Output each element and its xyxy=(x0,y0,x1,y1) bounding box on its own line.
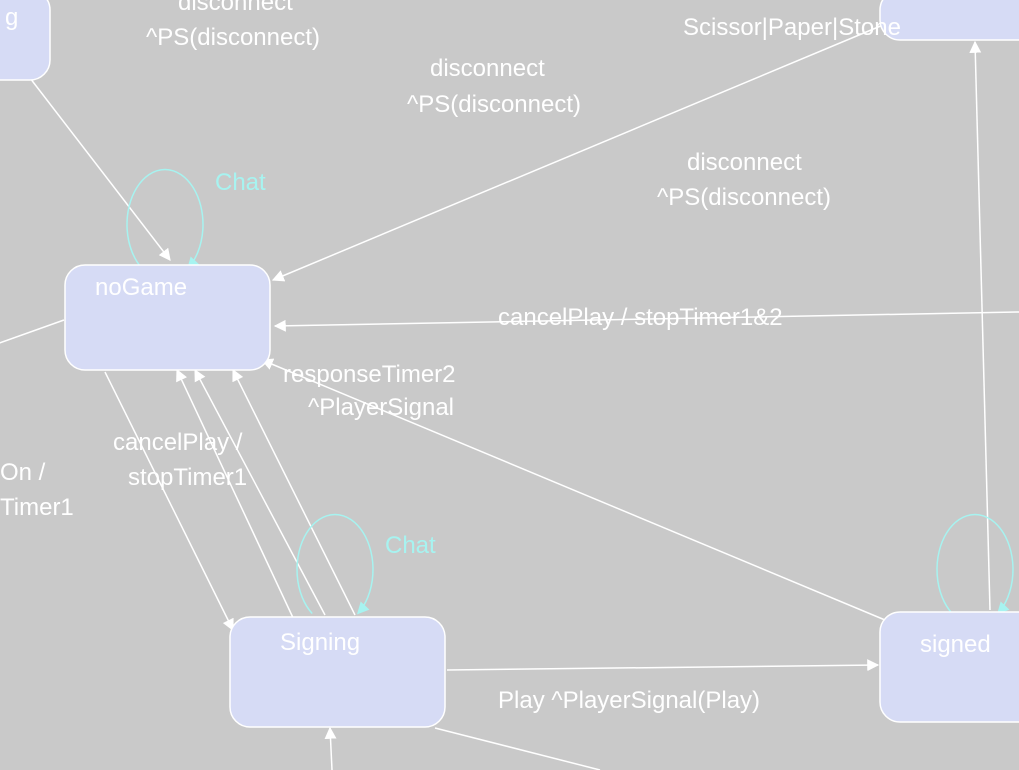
edge-label-l9a: On / xyxy=(0,459,46,486)
edge-label-l2b: ^PS(disconnect) xyxy=(407,91,581,118)
edge-label-l11: Play ^PlayerSignal(Play) xyxy=(498,687,760,714)
edge-label-l8b: stopTimer1 xyxy=(128,464,247,491)
state-signed xyxy=(880,612,1019,722)
state-label-topleft: g xyxy=(5,4,18,31)
state-label-Signing: Signing xyxy=(280,629,360,656)
edge-label-l1b: ^PS(disconnect) xyxy=(146,24,320,51)
edge-label-l8a: cancelPlay / xyxy=(113,429,243,456)
edge-label-l7b: ^PlayerSignal xyxy=(308,394,454,421)
edge-label-l6: cancelPlay / stopTimer1&2 xyxy=(498,304,783,331)
edge-label-l2a: disconnect xyxy=(430,55,545,82)
edge-label-l4a: disconnect xyxy=(687,149,802,176)
state-label-signed: signed xyxy=(920,631,991,658)
edge-label-l9b: Timer1 xyxy=(0,494,74,521)
state-label-noGame: noGame xyxy=(95,274,187,301)
edge-label-l4b: ^PS(disconnect) xyxy=(657,184,831,211)
state-diagram: g noGame Signing signed disconnect ^PS(disco… xyxy=(0,0,1019,770)
edge-label-l7a: responseTimer2 xyxy=(283,361,456,388)
edge-label-l3: Scissor|Paper|Stone xyxy=(683,14,901,41)
edge-label-l1a: disconnect xyxy=(178,0,293,16)
edge-label-l5: Chat xyxy=(215,169,266,196)
edge-label-l10: Chat xyxy=(385,532,436,559)
